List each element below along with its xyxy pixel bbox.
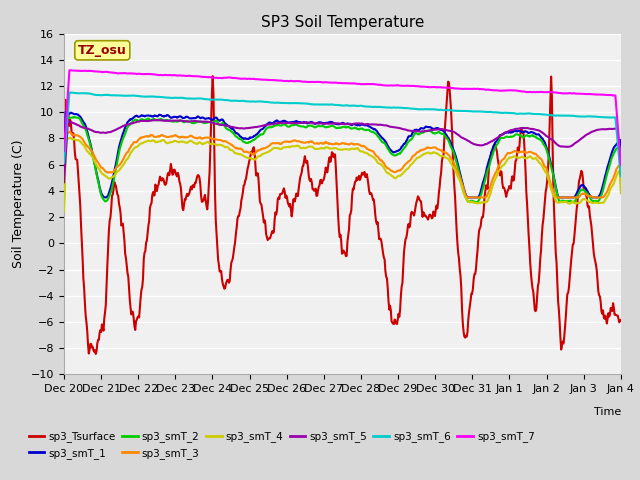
Text: TZ_osu: TZ_osu xyxy=(78,44,127,57)
Legend: sp3_Tsurface, sp3_smT_1, sp3_smT_2, sp3_smT_3, sp3_smT_4, sp3_smT_5, sp3_smT_6, : sp3_Tsurface, sp3_smT_1, sp3_smT_2, sp3_… xyxy=(25,427,539,463)
Title: SP3 Soil Temperature: SP3 Soil Temperature xyxy=(260,15,424,30)
Y-axis label: Soil Temperature (C): Soil Temperature (C) xyxy=(12,140,26,268)
Text: Time: Time xyxy=(593,407,621,417)
